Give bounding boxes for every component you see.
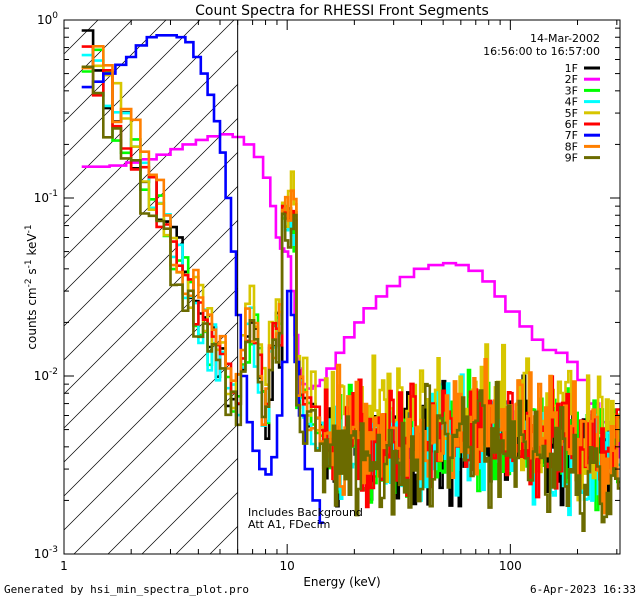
hatch-line: [64, 118, 238, 293]
legend-label-2f: 2F: [565, 73, 578, 86]
date-label: 14-Mar-2002: [530, 32, 600, 45]
series-lines: [81, 29, 620, 532]
legend-label-3f: 3F: [565, 84, 578, 97]
hatch-line: [175, 492, 238, 554]
hatch-line: [64, 254, 238, 429]
series-line-8f: [81, 45, 620, 515]
hatch-line: [141, 458, 238, 554]
hatch-line: [107, 424, 238, 554]
x-axis-ticks: 1 10 100: [60, 20, 618, 573]
hatch-line: [64, 20, 201, 157]
hatch-line: [64, 20, 235, 191]
legend-label-7f: 7F: [565, 129, 578, 142]
plot-frame: [63, 19, 621, 555]
hatch-line: [64, 20, 99, 55]
legend-label-9f: 9F: [565, 152, 578, 165]
series-line-9f: [81, 65, 620, 532]
chart-title: Count Spectra for RHESSI Front Segments: [195, 3, 489, 19]
hatch-line: [64, 20, 133, 89]
footer-date: 6-Apr-2023 16:33: [530, 583, 636, 596]
legend-label-4f: 4F: [565, 96, 578, 109]
y-axis-ticks: 10-3 10-2 10-1 100: [34, 11, 620, 561]
footer-generated-by: Generated by hsi_min_spectra_plot.pro: [4, 583, 250, 596]
annotation-attenuator: Att A1, FDecim: [248, 518, 330, 531]
annotation-background: Includes Background: [248, 506, 363, 519]
y-tick-label: 100: [37, 11, 58, 27]
y-tick-label: 10-3: [34, 545, 58, 561]
hatched-background-region: [64, 20, 238, 554]
x-tick-label: 100: [499, 559, 522, 573]
x-axis-label: Energy (keV): [303, 575, 380, 589]
series-line-7f: [81, 34, 324, 524]
x-tick-label: 1: [60, 559, 68, 573]
y-axis-label: counts cm-2 s-1 keV-1: [24, 224, 39, 349]
time-range-label: 16:56:00 to 16:57:00: [483, 45, 600, 58]
y-tick-label: 10-1: [34, 189, 58, 205]
x-tick-label: 10: [280, 559, 295, 573]
y-tick-label: 10-2: [34, 367, 58, 383]
legend-label-1f: 1F: [565, 62, 578, 75]
hatch-line: [64, 152, 238, 327]
hatch-line: [64, 84, 238, 259]
legend-label-6f: 6F: [565, 118, 578, 131]
hatch-line: [64, 220, 238, 395]
hatch-line: [73, 390, 238, 554]
legend-label-5f: 5F: [565, 107, 578, 120]
hatch-line: [64, 356, 238, 531]
legend-label-8f: 8F: [565, 140, 578, 153]
hatch-line: [209, 526, 238, 554]
hatch-line: [64, 186, 238, 361]
